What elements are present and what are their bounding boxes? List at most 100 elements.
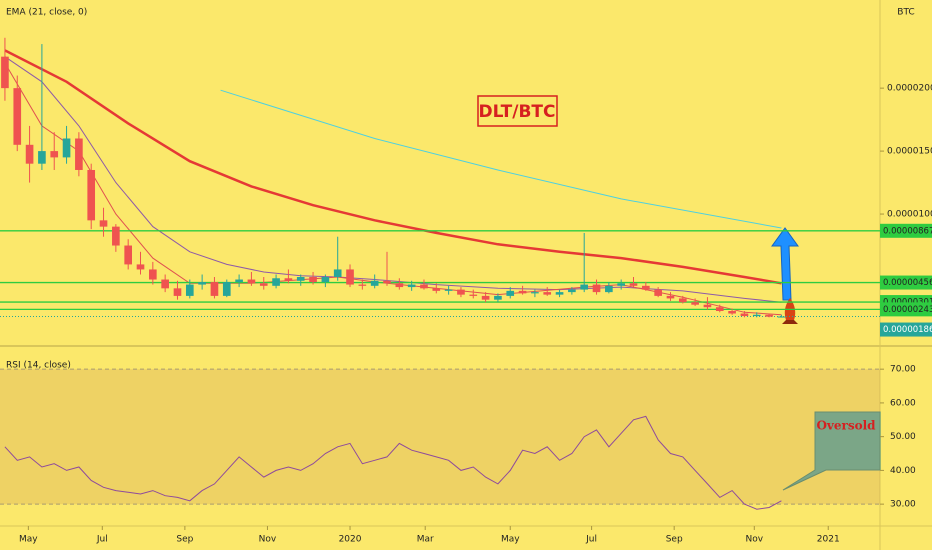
level-label: 0.00000456 [883,278,932,288]
candle-body [518,290,527,294]
candle-body [407,284,416,288]
candle-body [678,298,687,303]
candle-body [740,313,749,317]
candle-body [703,304,712,308]
x-tick-label: Mar [417,535,434,545]
candle-body [715,307,724,312]
candle-body [580,284,589,290]
candle-body [592,284,601,293]
candle-body [457,289,465,295]
x-tick-label: Jul [585,535,597,545]
candle-body [617,283,625,286]
x-tick-label: Sep [666,535,683,545]
candle-body [765,314,773,317]
candle-body [25,144,34,164]
candle-body [629,283,638,286]
last-price-box [880,322,932,337]
candle-body [346,269,354,285]
pair-title: DLT/BTC [479,102,556,122]
rsi-band [0,369,880,505]
candle-body [444,289,453,291]
candle-body [642,285,650,290]
candle-body [99,220,108,227]
candle-body [161,279,169,289]
y-tick-label: 50.00 [890,432,916,442]
candle-body [198,282,206,285]
up-arrow [771,227,799,301]
candle-body [555,292,564,295]
level-label-box [880,223,932,238]
candle-body [605,285,613,293]
candle-body [654,289,662,296]
candle-body [62,138,71,158]
x-tick-label: Sep [176,535,193,545]
y-tick-label: 40.00 [890,466,916,476]
indicator-legend: EMA (21, close, 0) [6,8,87,18]
candle-body [543,292,552,295]
candle-body [185,284,194,296]
ema-line [4,49,782,285]
candle-body [432,288,441,291]
candle-body [259,283,268,286]
x-tick-label: 2020 [339,535,362,545]
candle-body [112,226,120,246]
x-tick-label: May [501,535,520,545]
candle-body [752,314,761,317]
candle-body [469,294,478,296]
y-tick-label: 70.00 [890,365,916,375]
title-box [477,95,558,127]
candle-body [1,56,9,89]
candle-body [666,295,675,299]
candle-body [370,280,379,286]
candle-body [333,269,342,278]
level-label-box [880,302,932,317]
candle-body [75,138,83,170]
candle-body [395,283,404,288]
candle-body [222,282,231,296]
candle-body [383,280,391,284]
candle-body [358,284,367,286]
ema-line [4,56,782,303]
candle-body [136,264,145,270]
candle-body [284,278,293,281]
x-tick-label: Jul [96,535,108,545]
candle-body [481,295,490,300]
candle-body [321,277,330,283]
candle-body [173,288,182,296]
y-tick-label: 0.00002000 [887,84,932,94]
level-label: 0.00000243 [883,305,932,315]
last-price-label: 0.00000186 [883,325,932,335]
y-tick-label: 0.00001000 [887,210,932,220]
x-tick-label: Nov [745,535,763,545]
candle-body [296,277,305,281]
candle-body [309,277,317,283]
x-tick-label: May [19,535,38,545]
candle-body [247,279,256,284]
candle-body [420,284,428,289]
candle-body [235,279,243,283]
oversold-label: Oversold [816,419,876,433]
callout [782,411,881,491]
candle-body [149,269,157,280]
candle-body [777,316,786,318]
rsi-line [4,415,782,510]
candle-body [272,278,280,286]
plot: May Jul Sep Nov 2020 Mar May Jul Sep Nov 2021 0.000… [0,37,932,545]
x-tick-label: Nov [259,535,277,545]
x-tick-label: 2021 [817,535,840,545]
y-tick-label: 0.00001500 [887,147,932,157]
level-label: 0.00000867 [883,226,932,236]
y-tick-label: 60.00 [890,398,916,408]
level-label-box [880,275,932,290]
y-tick-label: 30.00 [890,500,916,510]
axis-unit: BTC [897,8,914,18]
candle-body [210,282,219,296]
candle-body [38,151,46,164]
candle-body [13,88,22,145]
candle-body [494,295,502,300]
rsi-legend: RSI (14, close) [6,361,71,371]
rocket-fins [782,320,798,324]
candle-body [531,292,539,294]
candle-body [568,289,576,293]
